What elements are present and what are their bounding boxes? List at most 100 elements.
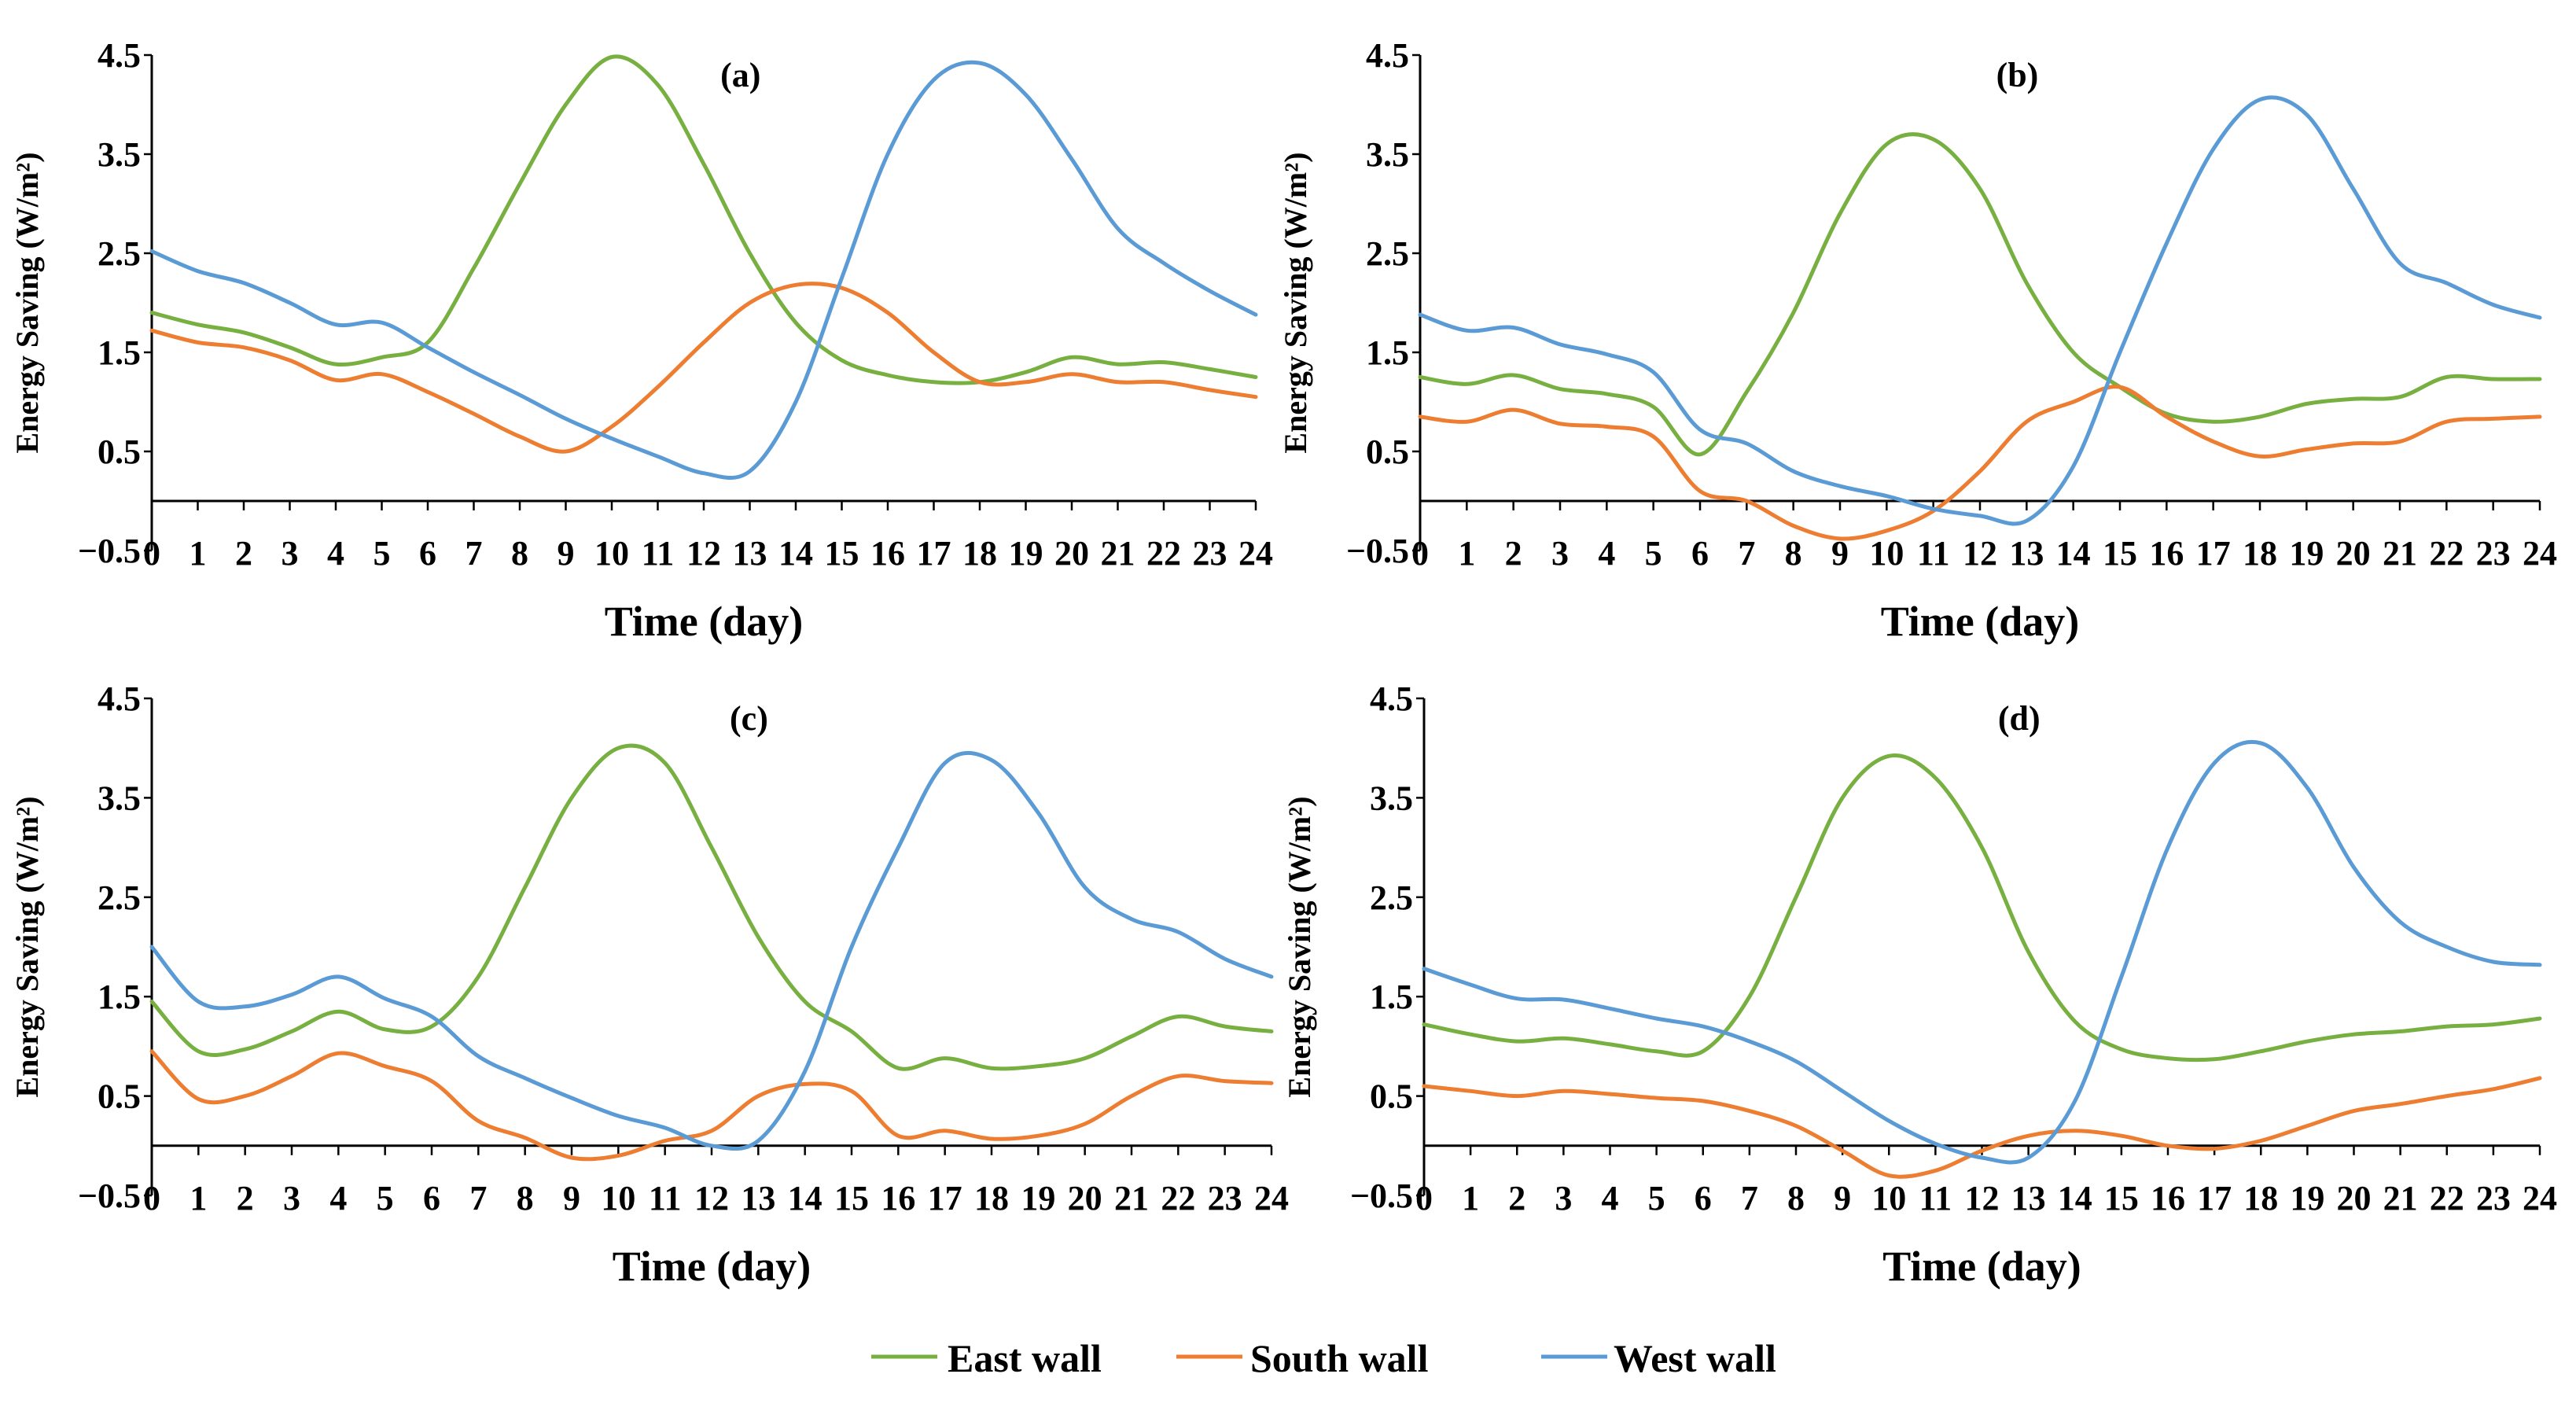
y-axis-title: Energy Saving (W/m²) <box>1282 796 1317 1097</box>
y-tick-label: 3.5 <box>1366 135 1409 174</box>
x-tick-label: 13 <box>733 534 767 573</box>
x-tick-label: 9 <box>558 534 575 573</box>
y-tick-label: 0.5 <box>98 1077 141 1116</box>
x-tick-label: 13 <box>741 1179 775 1217</box>
series-line-west-wall <box>149 60 1258 481</box>
x-tick-label: 11 <box>1919 1179 1952 1217</box>
series-line-west-wall <box>1418 95 2542 526</box>
legend: East wall South wall West wall <box>871 1336 1776 1380</box>
x-tick-label: 2 <box>237 1179 254 1217</box>
x-tick-label: 21 <box>2383 1179 2418 1217</box>
x-tick-label: 20 <box>2337 1179 2372 1217</box>
x-tick-label: 13 <box>2009 534 2044 573</box>
x-tick-label: 23 <box>2476 534 2511 573</box>
x-tick-label: 2 <box>1508 1179 1525 1217</box>
x-tick-label: 12 <box>694 1179 729 1217</box>
x-tick-label: 23 <box>1193 534 1227 573</box>
x-tick-label: 20 <box>2336 534 2371 573</box>
legend-label-west-wall: West wall <box>1614 1336 1776 1380</box>
x-tick-label: 14 <box>778 534 813 573</box>
x-tick-label: 9 <box>1831 534 1849 573</box>
x-tick-label: 5 <box>377 1179 394 1217</box>
y-tick-label: 1.5 <box>98 978 141 1016</box>
panel-label: (d) <box>1998 699 2041 738</box>
x-tick-label: 17 <box>917 534 951 573</box>
x-tick-label: 3 <box>283 1179 300 1217</box>
chart-panel-c: −0.50.51.52.53.54.50 1 2 3 4 5 6 7 8 9 10 11 12 13 14 1… <box>9 680 1289 1290</box>
chart-panel-a: −0.50.51.52.53.54.50 1 2 3 4 5 6 7 8 9 10 11 12 13 14 1… <box>9 36 1273 645</box>
x-tick-label: 16 <box>2151 1179 2185 1217</box>
x-tick-label: 23 <box>1208 1179 1242 1217</box>
x-tick-label: 15 <box>834 1179 869 1217</box>
x-tick-label: 9 <box>563 1179 580 1217</box>
x-tick-label: 4 <box>327 534 344 573</box>
x-tick-label: 8 <box>1787 1179 1805 1217</box>
x-tick-label: 2 <box>235 534 252 573</box>
x-tick-label: 15 <box>2103 534 2137 573</box>
x-tick-label: 14 <box>788 1179 822 1217</box>
x-tick-label: 20 <box>1054 534 1089 573</box>
x-tick-label: 22 <box>2429 534 2464 573</box>
x-tick-label: 1 <box>1458 534 1475 573</box>
series-line-west-wall <box>1422 739 2542 1165</box>
x-tick-label: 1 <box>190 1179 207 1217</box>
y-axis-title: Energy Saving (W/m²) <box>9 152 45 453</box>
legend-label-east-wall: East wall <box>948 1336 1102 1380</box>
series-line-east-wall <box>149 54 1258 385</box>
x-tick-label: 6 <box>423 1179 440 1217</box>
y-tick-label: 4.5 <box>98 680 141 718</box>
x-tick-label: 4 <box>1598 534 1615 573</box>
x-tick-label: 12 <box>686 534 721 573</box>
x-tick-label: 19 <box>2289 534 2324 573</box>
x-tick-label: 7 <box>469 1179 487 1217</box>
x-tick-label: 15 <box>2104 1179 2139 1217</box>
x-tick-label: 11 <box>1917 534 1950 573</box>
x-tick-label: 3 <box>282 534 299 573</box>
x-tick-label: 11 <box>642 534 675 573</box>
x-tick-label: 10 <box>601 1179 635 1217</box>
x-tick-label: 13 <box>2011 1179 2046 1217</box>
x-tick-label: 12 <box>1963 534 1997 573</box>
x-tick-label: 22 <box>1161 1179 1195 1217</box>
x-tick-label: 0 <box>1411 534 1429 573</box>
x-axis-title: Time (day) <box>605 598 804 645</box>
chart-panel-b: −0.50.51.52.53.54.50 1 2 3 4 5 6 7 8 9 10 11 12 13 14 1… <box>1278 36 2557 645</box>
x-tick-label: 17 <box>928 1179 962 1217</box>
y-tick-label: 1.5 <box>98 333 141 372</box>
x-tick-label: 7 <box>1738 534 1755 573</box>
x-tick-label: 7 <box>466 534 483 573</box>
x-tick-label: 2 <box>1505 534 1522 573</box>
x-tick-label: 12 <box>1965 1179 2000 1217</box>
x-tick-label: 16 <box>881 1179 915 1217</box>
x-tick-label: 22 <box>2430 1179 2464 1217</box>
x-tick-label: 6 <box>1691 534 1709 573</box>
x-tick-label: 5 <box>1645 534 1662 573</box>
x-tick-label: 18 <box>2243 534 2277 573</box>
x-tick-label: 21 <box>2383 534 2417 573</box>
y-tick-label: −0.5 <box>1346 532 1409 570</box>
series-line-east-wall <box>1422 753 2542 1063</box>
x-tick-label: 19 <box>2290 1179 2324 1217</box>
x-tick-label: 8 <box>1785 534 1802 573</box>
y-tick-label: 0.5 <box>98 433 141 471</box>
series-line-east-wall <box>149 743 1274 1071</box>
x-tick-label: 10 <box>1869 534 1904 573</box>
panel-label: (b) <box>1996 56 2039 94</box>
x-tick-label: 23 <box>2476 1179 2511 1217</box>
x-tick-label: 17 <box>2197 1179 2232 1217</box>
x-tick-label: 8 <box>517 1179 534 1217</box>
chart-panel-d: −0.50.51.52.53.54.50 1 2 3 4 5 6 7 8 9 10 11 12 13 14 1… <box>1282 680 2557 1290</box>
x-tick-label: 24 <box>2523 534 2557 573</box>
x-tick-label: 1 <box>1462 1179 1479 1217</box>
series-line-south-wall <box>1418 385 2542 541</box>
series-line-south-wall <box>1422 1076 2542 1179</box>
y-tick-label: 3.5 <box>98 135 141 174</box>
x-tick-label: 10 <box>1871 1179 1906 1217</box>
y-axis-title: Energy Saving (W/m²) <box>1278 152 1313 453</box>
x-tick-label: 14 <box>2056 534 2091 573</box>
x-tick-label: 10 <box>594 534 629 573</box>
y-tick-label: 4.5 <box>98 36 141 75</box>
x-tick-label: 18 <box>962 534 997 573</box>
y-tick-label: 4.5 <box>1370 680 1413 718</box>
chart-panels: −0.50.51.52.53.54.50 1 2 3 4 5 6 7 8 9 10 11 12 13 14 1… <box>9 36 2557 1290</box>
